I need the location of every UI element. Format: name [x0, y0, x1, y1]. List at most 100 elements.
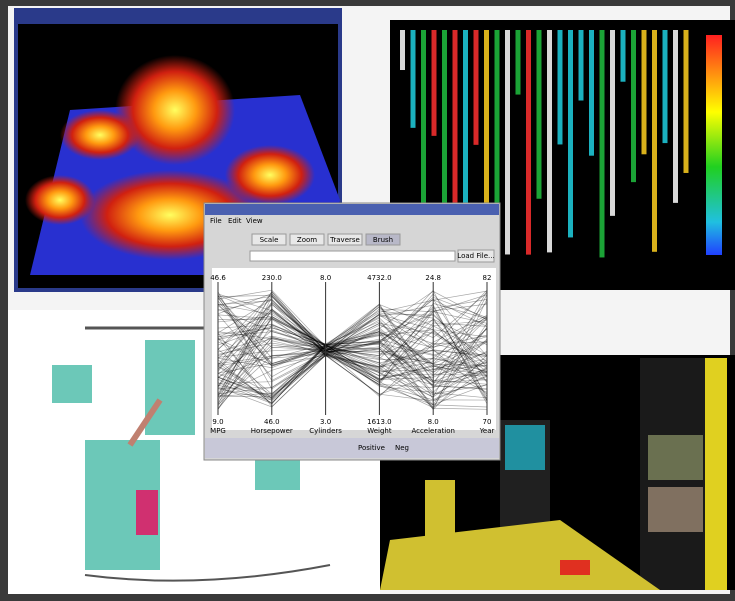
polyline: [217, 314, 488, 396]
plot-area: [212, 268, 496, 430]
polyline: [217, 305, 488, 382]
data-column: [578, 30, 584, 101]
polyline: [217, 302, 488, 384]
menu-item[interactable]: Edit: [228, 217, 242, 225]
polyline: [217, 317, 488, 404]
polyline: [217, 291, 488, 377]
tool-label[interactable]: Scale: [260, 236, 279, 244]
data-column: [620, 30, 626, 82]
polyline: [217, 290, 488, 402]
data-column: [641, 30, 647, 155]
polyline: [217, 354, 488, 402]
polyline: [217, 292, 488, 396]
polyline: [217, 304, 488, 368]
data-column: [536, 30, 542, 199]
polyline: [217, 338, 488, 393]
polyline: [217, 305, 488, 410]
polyline: [217, 304, 488, 358]
polyline: [217, 293, 488, 398]
polyline: [217, 311, 488, 386]
polyline: [217, 308, 488, 397]
data-column: [410, 30, 416, 128]
axis-min: 9.0: [212, 418, 223, 426]
data-column: [431, 30, 437, 136]
polyline: [217, 293, 488, 352]
polyline: [217, 295, 488, 366]
tool-label[interactable]: Traverse: [329, 236, 360, 244]
polyline: [217, 318, 488, 404]
axis-min: 3.0: [320, 418, 331, 426]
data-column: [473, 30, 479, 145]
polyline: [217, 290, 488, 399]
axis-max: 230.0: [262, 274, 282, 282]
polyline: [217, 299, 488, 396]
polyline: [217, 344, 488, 383]
status-bar: [205, 438, 499, 458]
peak: [115, 55, 235, 165]
polyline: [217, 319, 488, 397]
polyline: [217, 350, 488, 367]
polyline: [217, 294, 488, 373]
polyline: [217, 289, 488, 398]
tool-label[interactable]: Zoom: [297, 236, 317, 244]
portrait: [505, 425, 545, 470]
polyline: [217, 320, 488, 377]
axis-min: 8.0: [428, 418, 439, 426]
tool-button[interactable]: [251, 233, 287, 246]
axis-name: Weight: [367, 427, 392, 435]
axis-min: 1613.0: [367, 418, 392, 426]
tool-label[interactable]: Brush: [373, 236, 393, 244]
data-column: [515, 30, 521, 95]
button-label[interactable]: Load File...: [457, 252, 494, 260]
box: [145, 340, 195, 435]
polyline: [217, 310, 488, 402]
polyline: [217, 309, 488, 394]
polyline: [217, 325, 488, 395]
rail: [84, 564, 331, 582]
block: [425, 480, 455, 590]
app-window: File Edit View Scale Zoom Traverse Brush Lo…: [203, 202, 501, 461]
tool-button[interactable]: [289, 233, 325, 246]
polyline: [217, 298, 488, 383]
photo: [648, 487, 703, 532]
tool-button[interactable]: [365, 233, 401, 246]
polyline: [217, 316, 488, 382]
box: [255, 455, 300, 490]
file-field[interactable]: [249, 250, 456, 262]
button[interactable]: [457, 249, 495, 263]
polyline: [217, 296, 488, 381]
data-column: [442, 30, 447, 222]
data-column: [662, 30, 668, 144]
panel: [136, 490, 158, 535]
polyline: [217, 303, 488, 401]
polyline: [217, 299, 488, 406]
polyline: [217, 312, 488, 382]
polyline: [217, 316, 488, 377]
polyline: [217, 324, 488, 407]
option[interactable]: Neg: [395, 444, 409, 452]
axis-max: 82: [483, 274, 492, 282]
polyline: [217, 304, 488, 385]
polyline: [217, 344, 488, 400]
polyline: [217, 348, 488, 408]
axis-name: MPG: [210, 427, 226, 435]
data-column: [652, 30, 657, 252]
data-column: [673, 30, 678, 203]
data-column: [589, 30, 594, 156]
polyline: [217, 300, 488, 369]
polyline: [217, 295, 488, 383]
menu-item[interactable]: File: [210, 217, 222, 225]
option[interactable]: Positive: [358, 444, 385, 452]
tool-button[interactable]: [327, 233, 363, 246]
polyline: [217, 293, 488, 388]
polyline: [217, 290, 488, 409]
box: [52, 365, 92, 403]
menu-item[interactable]: View: [246, 217, 263, 225]
polyline: [217, 290, 488, 398]
polyline: [217, 332, 488, 408]
data-column: [683, 30, 689, 173]
data-column: [400, 30, 405, 71]
data-column: [557, 30, 563, 145]
polyline: [217, 353, 488, 384]
